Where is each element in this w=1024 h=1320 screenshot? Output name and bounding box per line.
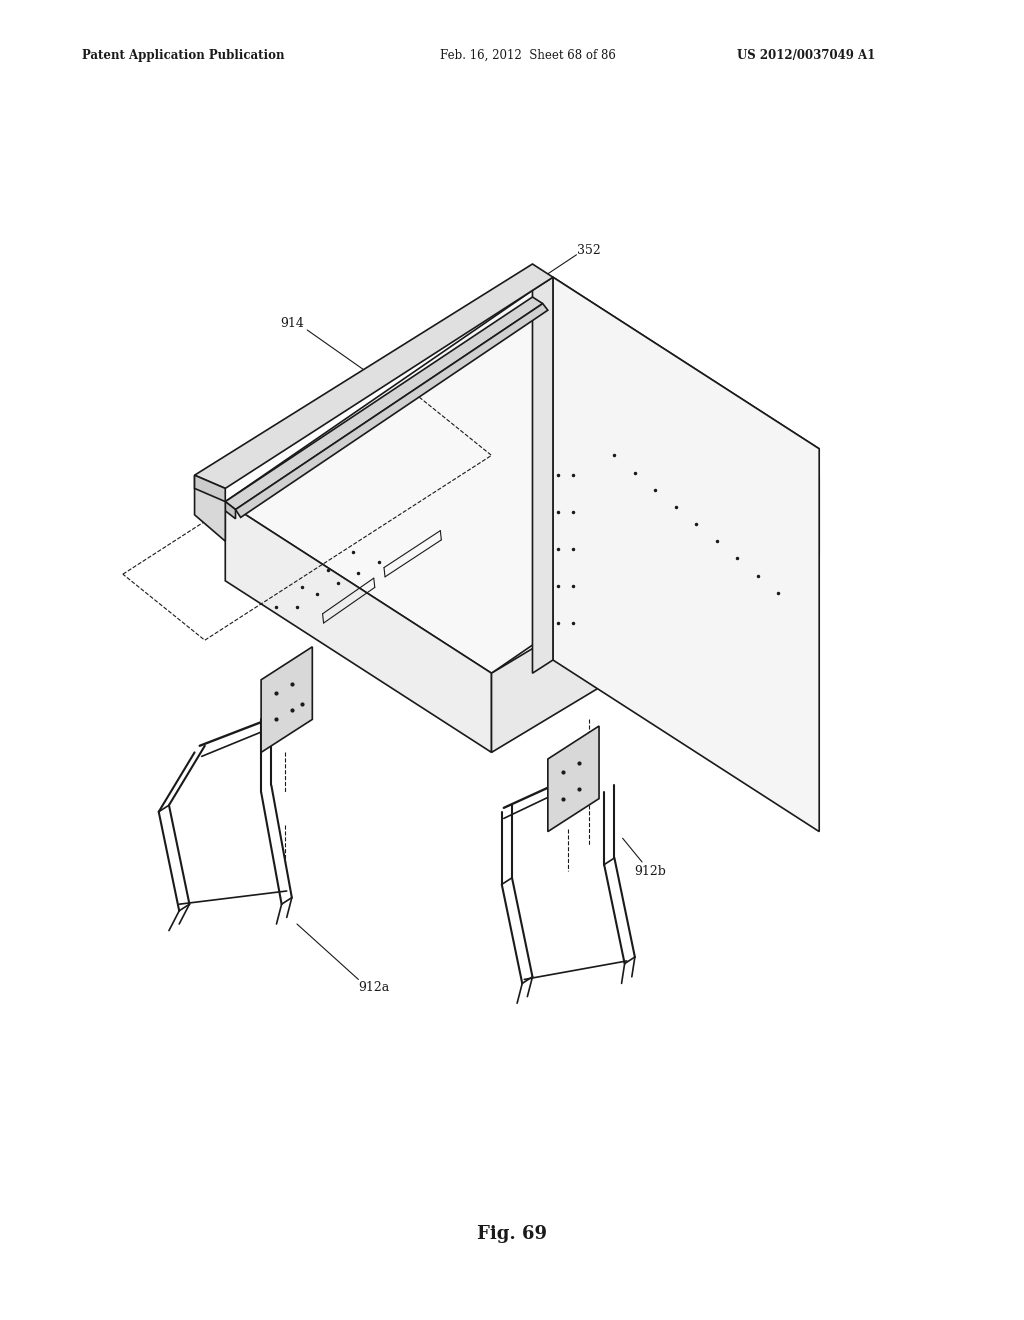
Polygon shape: [261, 647, 312, 752]
Text: Patent Application Publication: Patent Application Publication: [82, 49, 285, 62]
Polygon shape: [799, 475, 819, 568]
Text: Fig. 69: Fig. 69: [477, 1225, 547, 1243]
Polygon shape: [225, 290, 799, 673]
Polygon shape: [195, 475, 225, 502]
Polygon shape: [492, 488, 799, 752]
Polygon shape: [225, 502, 492, 752]
Text: US 2012/0037049 A1: US 2012/0037049 A1: [737, 49, 876, 62]
Polygon shape: [532, 277, 553, 673]
Text: 352: 352: [577, 244, 601, 257]
Polygon shape: [553, 277, 819, 832]
Polygon shape: [225, 502, 236, 519]
Polygon shape: [195, 475, 225, 541]
Polygon shape: [548, 726, 599, 832]
Polygon shape: [236, 304, 548, 517]
Polygon shape: [195, 264, 553, 488]
Text: Feb. 16, 2012  Sheet 68 of 86: Feb. 16, 2012 Sheet 68 of 86: [440, 49, 616, 62]
Text: 912b: 912b: [634, 865, 667, 878]
Polygon shape: [532, 277, 819, 462]
Polygon shape: [225, 297, 543, 510]
Text: 912a: 912a: [358, 981, 389, 994]
Text: 914: 914: [280, 317, 304, 330]
